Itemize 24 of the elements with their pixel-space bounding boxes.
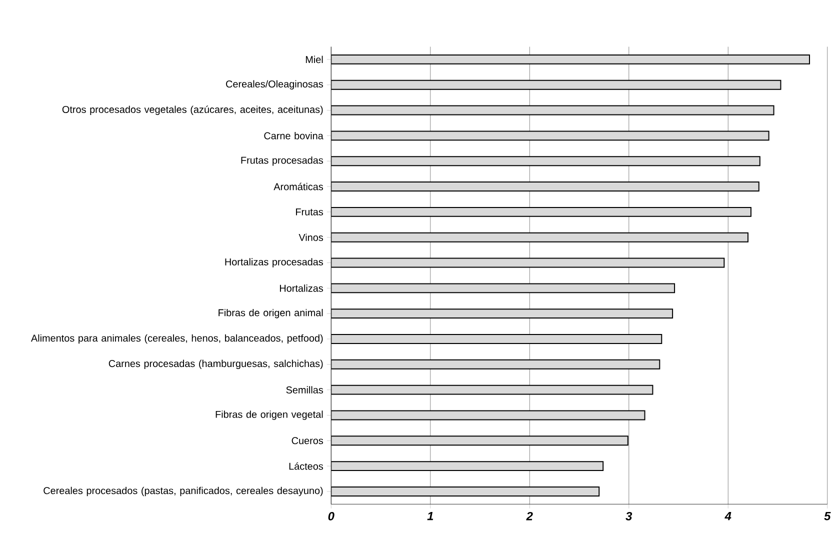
y-tick-label: Vinos — [298, 234, 324, 242]
y-tick-label: Aromáticas — [274, 182, 324, 190]
y-tick-label: Fibras de origen vegetal — [216, 410, 323, 420]
y-tick-label: Cereales/Oleaginosas — [226, 80, 324, 90]
y-tick-label: Hortalizas procesadas — [225, 258, 324, 268]
y-tick-label: Semillas — [286, 386, 324, 394]
y-tick-label: Lácteos — [289, 462, 324, 470]
y-tick-label: Hortalizas — [280, 284, 324, 292]
x-tick-label: 2 — [526, 512, 533, 520]
x-tick-label: 0 — [328, 512, 334, 520]
y-tick-label: Cueros — [292, 437, 324, 444]
x-tick-label: 4 — [724, 512, 732, 520]
y-tick-label: Fibras de origen animal — [218, 308, 323, 318]
x-tick-label: 5 — [824, 512, 831, 520]
x-tick-label: 3 — [626, 512, 632, 520]
y-tick-label: Cereales procesados (pastas, panificados, cereales desayuno) — [44, 486, 323, 496]
x-tick-label: 1 — [427, 512, 434, 520]
y-tick-label: Frutas — [296, 208, 324, 216]
y-tick-label: Frutas procesadas — [241, 156, 324, 166]
y-tick-label: Carne bovina — [264, 132, 324, 140]
y-tick-label: Alimentos para animales (cereales, henos, balanceados, petfood) — [30, 334, 323, 344]
y-tick-label: Otros procesados vegetales (azúcares, aceites, aceitunas) — [62, 106, 323, 116]
y-tick-label: Miel — [306, 56, 323, 64]
y-tick-label: Carnes procesadas (hamburguesas, salchichas) — [108, 360, 323, 370]
